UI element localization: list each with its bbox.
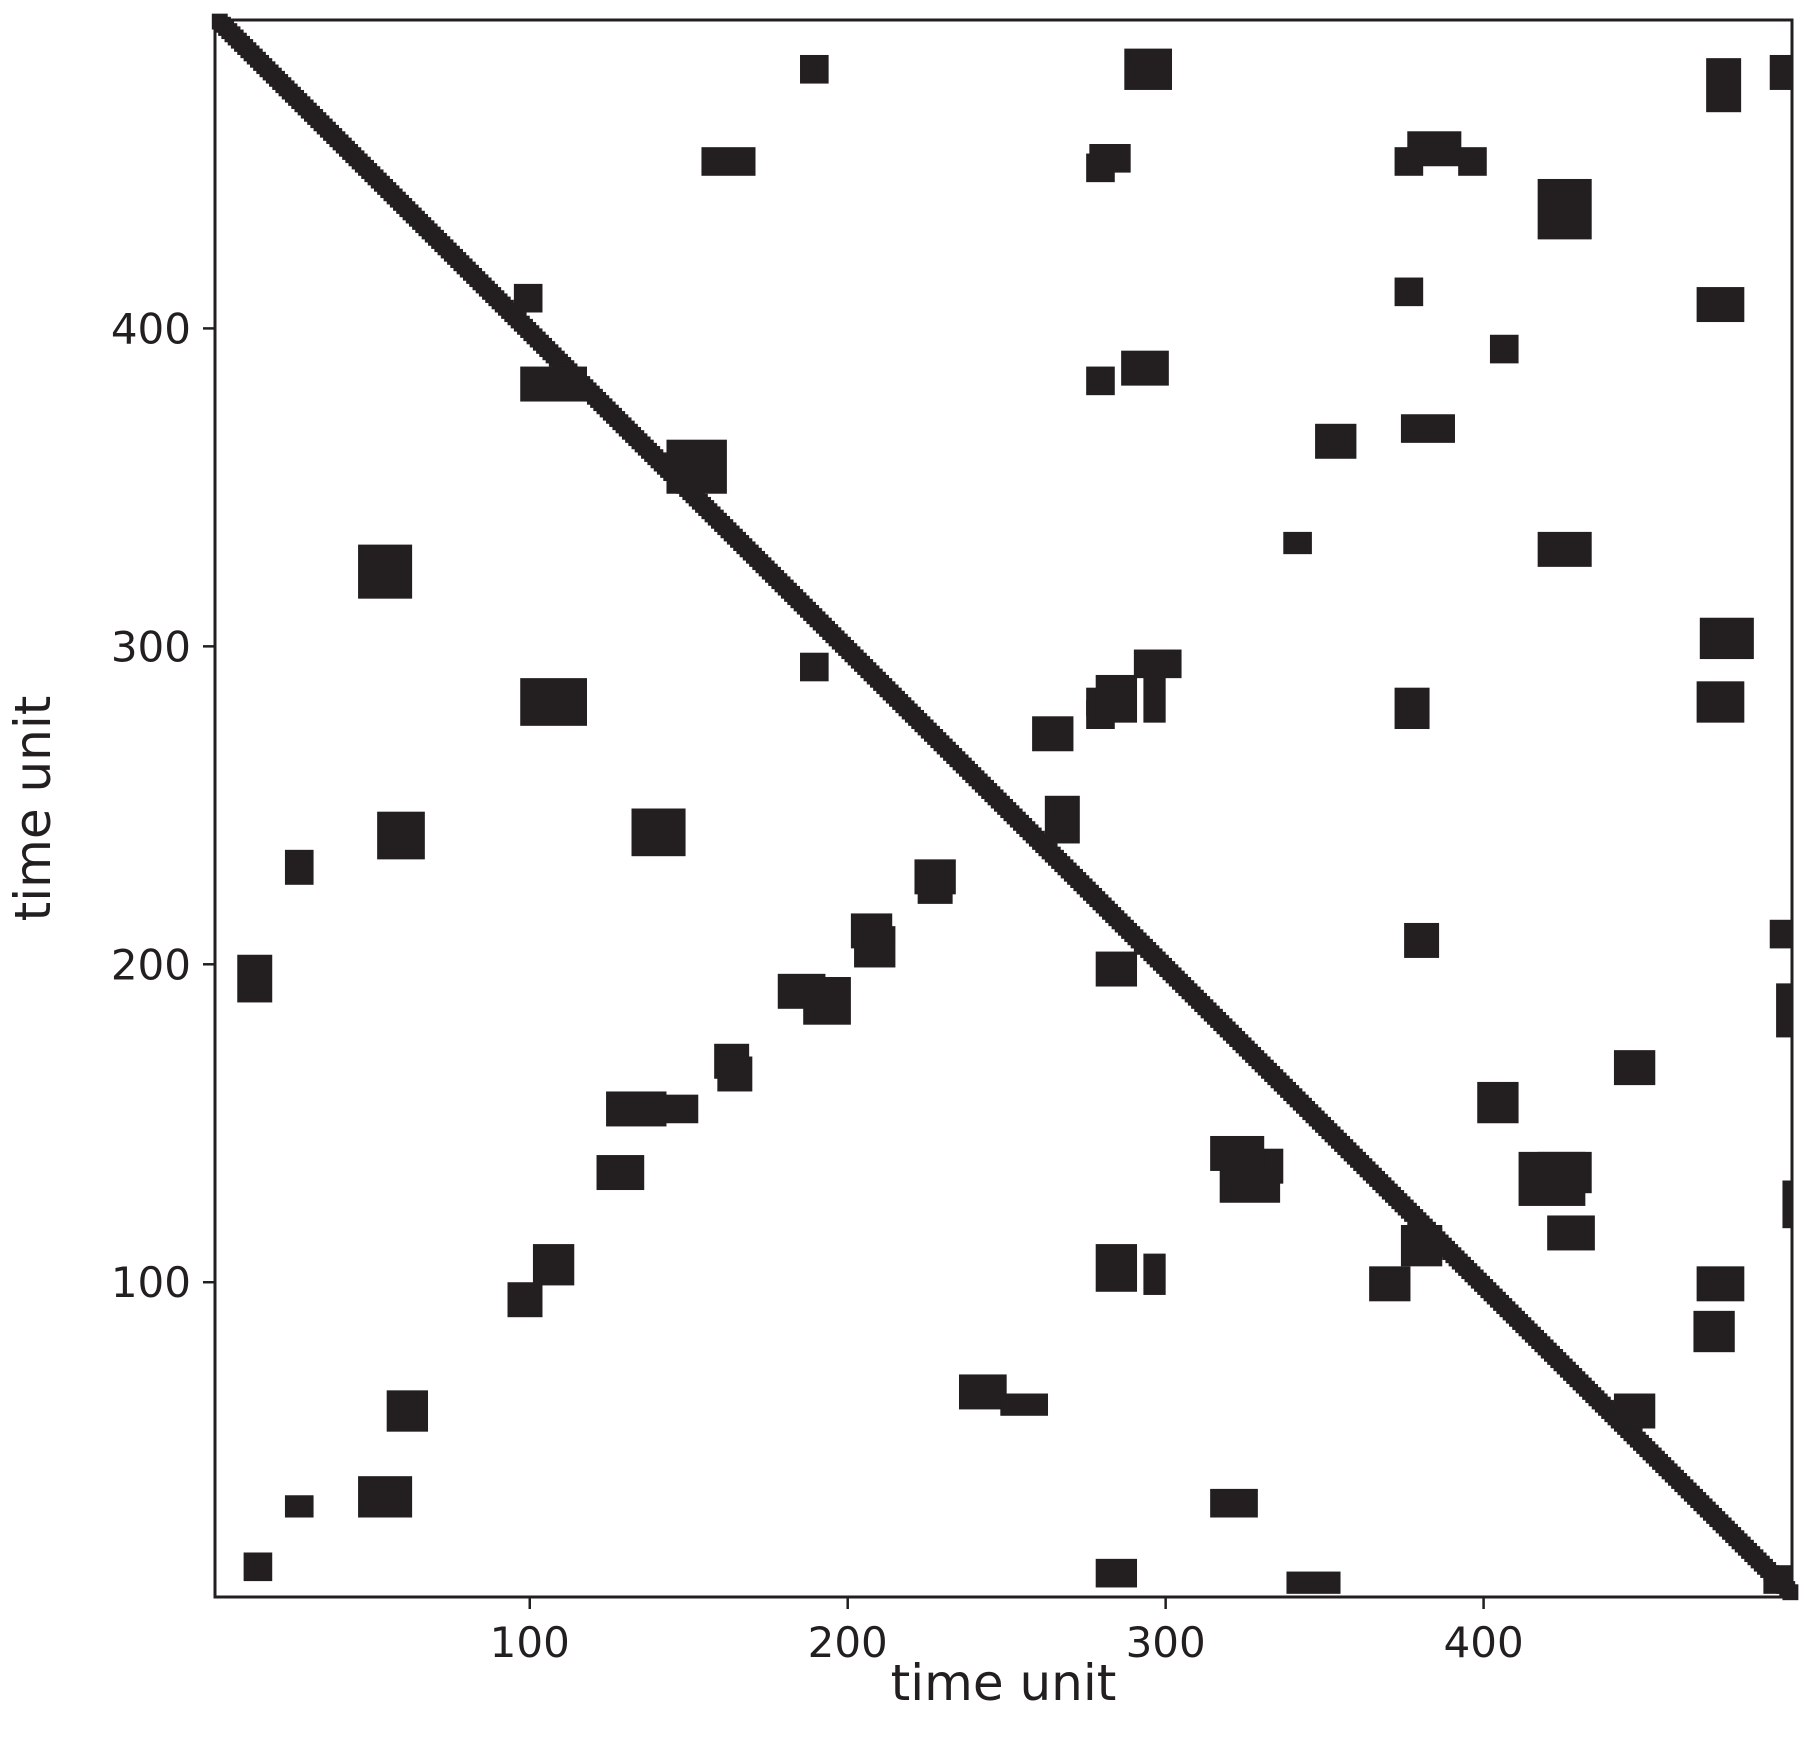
recurrence-cells (211, 13, 1799, 1601)
y-tick-label: 400 (111, 304, 191, 353)
recurrence-cell (532, 1244, 575, 1286)
recurrence-cell (631, 808, 686, 857)
recurrence-cell (1458, 147, 1487, 176)
x-tick-label: 300 (1126, 1618, 1206, 1667)
recurrence-cell (1769, 54, 1792, 90)
recurrence-cell (1400, 1225, 1443, 1267)
recurrence-cell (1095, 674, 1138, 723)
recurrence-cell (1696, 681, 1745, 723)
recurrence-cell (596, 1155, 645, 1191)
recurrence-cell (284, 849, 314, 885)
plot-frame (213, 18, 1794, 1599)
recurrence-cell (1210, 1488, 1258, 1518)
recurrence-cell (1706, 58, 1742, 113)
recurrence-cell (1699, 617, 1754, 660)
x-tick-label: 100 (490, 1618, 570, 1667)
recurrence-cell (1394, 277, 1424, 307)
recurrence-cell (606, 1091, 667, 1127)
recurrence-cell (1143, 1253, 1166, 1295)
recurrence-cell (1537, 178, 1592, 240)
recurrence-cell (701, 147, 756, 176)
recurrence-cell (803, 977, 851, 1025)
recurrence-cell (1283, 531, 1312, 555)
recurrence-cell (1696, 287, 1745, 323)
recurrence-cell (800, 652, 829, 682)
recurrence-cell (1032, 716, 1074, 752)
recurrence-cell (1404, 922, 1440, 958)
x-tick-label: 400 (1444, 1618, 1524, 1667)
recurrence-cell (1000, 1393, 1049, 1416)
y-tick-label: 100 (111, 1258, 191, 1307)
recurrence-cell (1044, 795, 1080, 844)
recurrence-cell (1369, 1266, 1411, 1302)
recurrence-cell (666, 439, 727, 494)
recurrence-cell (284, 1495, 314, 1518)
recurrence-cell (1095, 1244, 1138, 1292)
recurrence-cell (1547, 1215, 1595, 1251)
recurrence-cell (1518, 1151, 1586, 1206)
recurrence-cell (714, 1043, 750, 1079)
y-tick-label: 300 (111, 622, 191, 671)
recurrence-cell (1489, 334, 1519, 364)
recurrence-cell (1696, 1266, 1745, 1302)
y-axis-label: time unit (4, 696, 62, 922)
recurrence-cell (1400, 414, 1455, 443)
x-tick-label: 200 (808, 1618, 888, 1667)
recurrence-cell (1121, 350, 1169, 386)
recurrence-cell (1693, 1310, 1735, 1353)
x-axis-ticks: 100 200 300 400 (490, 1597, 1524, 1667)
recurrence-cell (1315, 423, 1357, 459)
recurrence-cell (1210, 1135, 1265, 1171)
recurrence-cell (1394, 687, 1430, 730)
recurrence-cell (358, 1476, 413, 1518)
recurrence-cell (1089, 144, 1131, 173)
recurrence-cell (358, 544, 413, 599)
recurrence-cell (1782, 1180, 1792, 1229)
recurrence-cell (386, 1390, 429, 1432)
y-tick-label: 200 (111, 940, 191, 989)
recurrence-cell (237, 954, 273, 1003)
recurrence-cell (1477, 1081, 1519, 1124)
recurrence-cell (800, 54, 829, 84)
recurrence-cell (1537, 531, 1592, 567)
x-axis-label: time unit (891, 1654, 1117, 1712)
recurrence-cell (1133, 649, 1182, 679)
recurrence-cell (958, 1374, 1007, 1410)
recurrence-cell (1095, 951, 1138, 987)
recurrence-cell (513, 283, 543, 313)
recurrence-cell (520, 366, 587, 402)
recurrence-cell (1095, 1558, 1138, 1588)
recurrence-cell (1769, 919, 1792, 949)
recurrence-cell (520, 678, 587, 726)
recurrence-cell (1143, 674, 1166, 723)
recurrence-cell (1286, 1571, 1341, 1594)
recurrence-cell (1776, 983, 1792, 1038)
recurrence-cell (1124, 48, 1173, 90)
recurrence-cell (377, 811, 425, 860)
recurrence-cell (1407, 131, 1462, 167)
recurrence-cell (507, 1282, 543, 1318)
recurrence-cell (1086, 366, 1115, 396)
recurrence-cell (1613, 1393, 1656, 1429)
recurrence-cell (850, 913, 893, 949)
recurrence-cell (243, 1552, 273, 1582)
recurrence-cell (1763, 1565, 1792, 1594)
y-axis-ticks: 100 200 300 400 (111, 304, 215, 1307)
recurrence-cell (914, 859, 956, 895)
recurrence-cell (1613, 1050, 1656, 1086)
